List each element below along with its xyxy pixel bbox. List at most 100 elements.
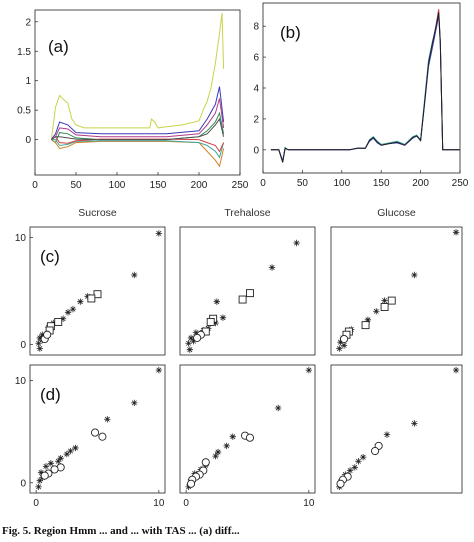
star-point bbox=[192, 329, 200, 336]
x-tick-label: 100 bbox=[109, 180, 126, 191]
panel-label: (c) bbox=[40, 247, 60, 266]
axes-frame bbox=[330, 364, 463, 494]
axes-frame bbox=[179, 364, 316, 494]
panel-label: (a) bbox=[48, 37, 69, 56]
series-line bbox=[51, 139, 225, 159]
star-point bbox=[214, 448, 222, 456]
star-point bbox=[131, 271, 138, 279]
x-tick-label: 0 bbox=[183, 498, 189, 509]
y-tick-label: 6 bbox=[253, 53, 259, 64]
star-point bbox=[452, 229, 460, 236]
circle-point bbox=[40, 471, 49, 480]
square-point bbox=[380, 303, 389, 311]
square-point bbox=[206, 317, 215, 326]
star-point bbox=[42, 463, 50, 470]
star-point bbox=[355, 458, 362, 465]
series-line bbox=[51, 117, 225, 141]
x-tick-label: 150 bbox=[150, 180, 167, 191]
star-point bbox=[190, 337, 197, 345]
star-point bbox=[213, 298, 221, 305]
star-point bbox=[72, 444, 79, 452]
y-tick-label: 1 bbox=[25, 76, 31, 87]
x-tick-label: 10 bbox=[303, 498, 315, 509]
star-point bbox=[36, 334, 44, 342]
column-title: Sucrose bbox=[78, 207, 117, 219]
square-point bbox=[93, 290, 102, 299]
axes-frame bbox=[179, 226, 316, 356]
x-tick-label: 0 bbox=[32, 180, 38, 191]
circle-point bbox=[245, 433, 255, 442]
circle-point bbox=[371, 446, 380, 456]
column-title: Glucose bbox=[377, 207, 416, 219]
star-point bbox=[155, 366, 163, 374]
star-point bbox=[223, 442, 230, 450]
square-point bbox=[246, 289, 254, 298]
star-point bbox=[59, 315, 67, 322]
figure-caption: Fig. 5. Region Hmm ... and ... with TAS … bbox=[2, 525, 240, 537]
star-point bbox=[36, 345, 44, 352]
square-point bbox=[361, 321, 370, 330]
star-point bbox=[35, 340, 42, 347]
star-point bbox=[229, 433, 236, 440]
square-point bbox=[387, 296, 396, 305]
circle-point bbox=[90, 428, 100, 437]
star-point bbox=[359, 453, 367, 461]
panel-label: (d) bbox=[40, 385, 61, 404]
panel-d1: 0 10 0 10 (d) bbox=[15, 364, 166, 509]
star-point bbox=[219, 314, 227, 321]
x-tick-label: 250 bbox=[232, 180, 249, 191]
axes-frame bbox=[29, 226, 166, 356]
star-point bbox=[293, 239, 300, 247]
x-tick-label: 150 bbox=[373, 178, 390, 189]
star-point bbox=[131, 399, 138, 407]
panel-c3: Glucose bbox=[330, 207, 463, 356]
y-tick-label: 0 bbox=[20, 478, 26, 489]
circle-point bbox=[50, 465, 59, 474]
star-point bbox=[36, 477, 44, 484]
circle-point bbox=[340, 334, 349, 344]
star-point bbox=[39, 331, 46, 338]
star-point bbox=[35, 483, 42, 491]
star-point bbox=[186, 346, 194, 353]
star-point bbox=[383, 431, 391, 438]
star-point bbox=[77, 298, 84, 305]
star-point bbox=[185, 340, 192, 347]
series-line bbox=[50, 12, 225, 140]
x-tick-label: 50 bbox=[70, 180, 82, 191]
circle-point bbox=[336, 479, 345, 488]
x-tick-label: 50 bbox=[297, 178, 309, 189]
x-tick-label: 0 bbox=[33, 498, 39, 509]
star-point bbox=[411, 420, 418, 427]
circle-point bbox=[186, 479, 196, 488]
panel-c2: Trehalose bbox=[179, 207, 316, 356]
star-point bbox=[411, 271, 418, 279]
star-point bbox=[155, 230, 163, 237]
x-tick-label: 10 bbox=[153, 498, 165, 509]
axes-frame bbox=[34, 9, 241, 176]
panel-d3 bbox=[330, 364, 463, 494]
circle-point bbox=[201, 458, 210, 467]
star-point bbox=[212, 452, 219, 460]
y-tick-label: 2 bbox=[253, 114, 259, 125]
x-tick-label: 100 bbox=[333, 178, 350, 189]
axes-frame bbox=[330, 226, 463, 356]
star-point bbox=[104, 416, 111, 423]
panel-c1: 0 10 (c) Sucrose bbox=[15, 207, 166, 356]
y-tick-label: 0 bbox=[25, 135, 31, 146]
star-point bbox=[47, 460, 55, 467]
square-point bbox=[238, 295, 247, 304]
y-tick-label: 8 bbox=[253, 22, 259, 33]
y-tick-label: 2 bbox=[25, 17, 31, 28]
y-tick-label: 4 bbox=[253, 84, 259, 95]
circle-point bbox=[43, 330, 52, 339]
series-line bbox=[51, 139, 225, 168]
star-point bbox=[373, 308, 380, 315]
star-point bbox=[55, 458, 62, 465]
circle-point bbox=[98, 432, 107, 441]
star-point bbox=[364, 316, 372, 323]
star-point bbox=[67, 447, 74, 455]
square-point bbox=[87, 294, 96, 303]
panel-d2: 0 10 bbox=[179, 364, 316, 509]
star-point bbox=[274, 404, 282, 412]
square-point bbox=[54, 317, 63, 326]
